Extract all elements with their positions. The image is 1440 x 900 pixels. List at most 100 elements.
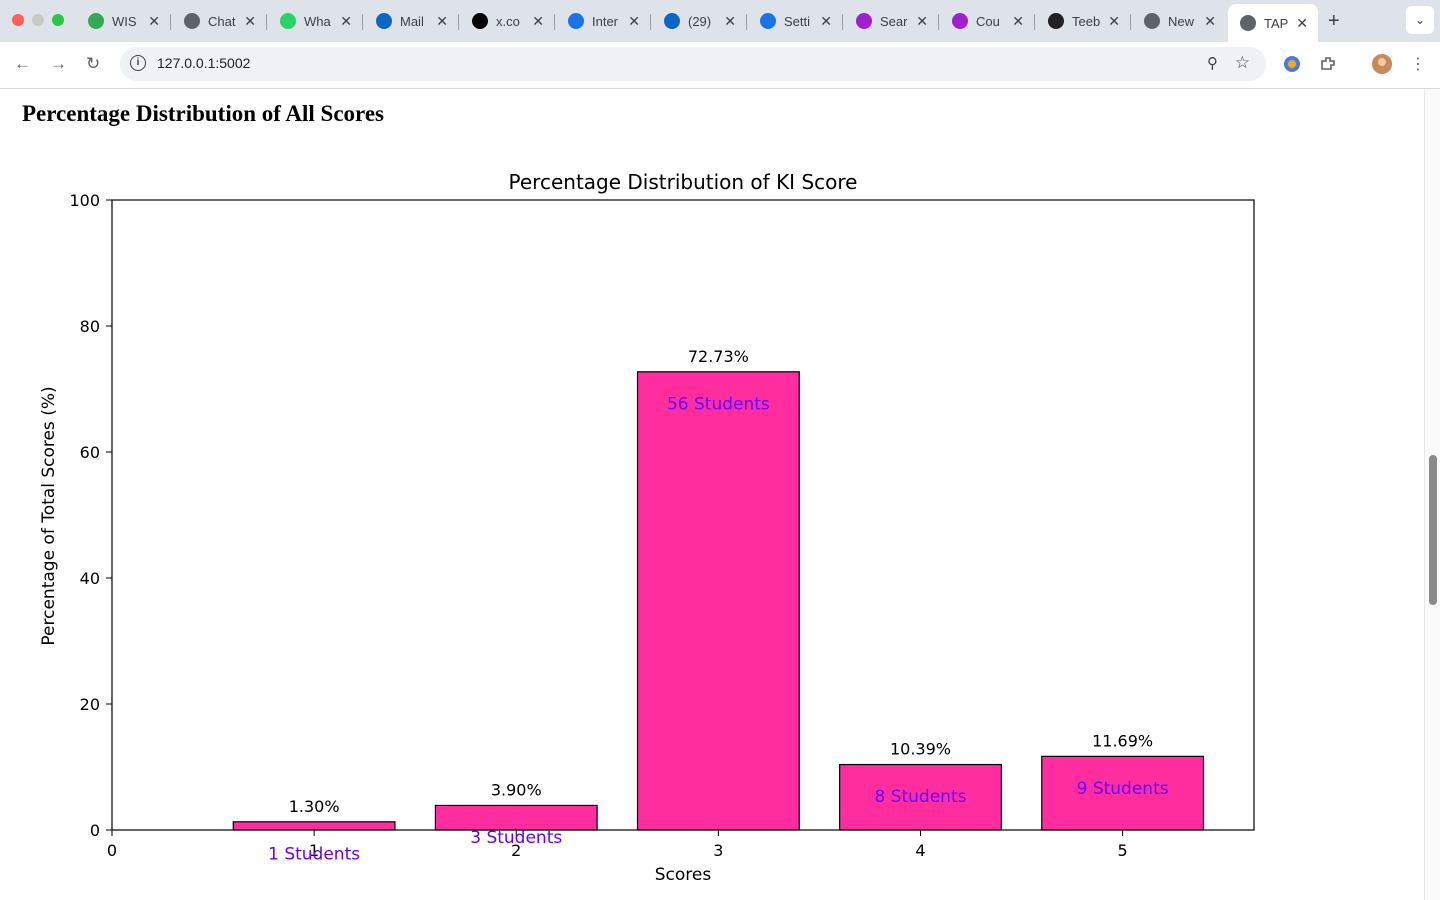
page-scrollbar[interactable] (1424, 89, 1440, 900)
tab-separator (554, 14, 555, 30)
scrollbar-thumb[interactable] (1429, 455, 1437, 605)
site-info-icon[interactable]: i (130, 55, 146, 71)
tab-title: Chat (208, 13, 236, 29)
maximize-window-button[interactable] (52, 14, 64, 26)
y-tick-label: 40 (80, 569, 100, 588)
profile-avatar-icon[interactable] (1372, 54, 1392, 74)
tab-separator (842, 14, 843, 30)
tab-separator (458, 14, 459, 30)
y-axis-label: Percentage of Total Scores (%) (39, 386, 59, 645)
globe-icon (1240, 15, 1256, 31)
y-tick-label: 60 (80, 443, 100, 462)
browser-tab[interactable]: Wha ✕ (268, 8, 362, 34)
browser-tab[interactable]: Chat ✕ (172, 8, 266, 34)
bar-percent-label: 10.39% (890, 740, 951, 759)
y-tick-label: 0 (90, 821, 100, 840)
wisdom-icon (88, 13, 104, 29)
url-text[interactable]: 127.0.0.1:5002 (157, 55, 251, 71)
close-tab-icon[interactable]: ✕ (820, 12, 832, 29)
page-content: Percentage Distribution of All Scores Pe… (0, 89, 1424, 900)
course-site-icon (952, 13, 968, 29)
y-tick-label: 80 (80, 317, 100, 336)
chart-title: Percentage Distribution of KI Score (509, 170, 858, 194)
browser-tab[interactable]: (29) ✕ (652, 8, 746, 34)
extensions-puzzle-icon[interactable] (1318, 54, 1338, 74)
tab-search-button[interactable]: ⌄ (1406, 6, 1434, 34)
browser-menu-icon[interactable]: ⋮ (1410, 56, 1426, 73)
outlook-icon (376, 13, 392, 29)
globe-icon (568, 13, 584, 29)
browser-tab[interactable]: TAP ✕ (1228, 4, 1318, 42)
x-axis-label: Scores (655, 865, 712, 885)
browser-tab[interactable]: Inter ✕ (556, 8, 650, 34)
tab-title: Inter (592, 13, 619, 29)
tab-title: Teeb (1072, 13, 1101, 29)
x-tick-label: 3 (713, 841, 723, 860)
search-site-icon (856, 13, 872, 29)
close-tab-icon[interactable]: ✕ (1108, 12, 1120, 29)
close-tab-icon[interactable]: ✕ (436, 12, 448, 29)
chart-bar (232, 821, 396, 831)
browser-tab[interactable]: Mail ✕ (364, 8, 458, 34)
tab-separator (650, 14, 651, 30)
minimize-window-button[interactable] (32, 14, 44, 26)
zoom-icon[interactable]: ⚲ (1207, 55, 1218, 72)
tab-separator (746, 14, 747, 30)
x-tick-label: 0 (107, 841, 117, 860)
page-title: Percentage Distribution of All Scores (22, 101, 384, 126)
linkedin-icon (664, 13, 680, 29)
chart-bar (636, 371, 800, 831)
browser-tab[interactable]: Cou ✕ (940, 8, 1034, 34)
x-icon (472, 13, 488, 29)
browser-tab[interactable]: WIS ✕ (76, 8, 170, 34)
forward-button[interactable]: → (50, 54, 67, 73)
tab-title: New (1168, 13, 1195, 29)
close-tab-icon[interactable]: ✕ (148, 12, 160, 29)
tab-title: Cou (976, 13, 1000, 29)
tab-separator (362, 14, 363, 30)
tab-title: TAP (1264, 15, 1289, 31)
bar-percent-label: 3.90% (491, 780, 542, 799)
reload-button[interactable]: ↻ (86, 54, 101, 73)
new-tab-button[interactable]: + (1328, 10, 1340, 32)
settings-gear-icon (760, 13, 776, 29)
bar-count-label: 1 Students (268, 844, 360, 864)
browser-tab[interactable]: Sear ✕ (844, 8, 938, 34)
tab-title: WIS (112, 13, 137, 29)
x-tick-label: 5 (1118, 841, 1128, 860)
bar-count-label: 56 Students (667, 394, 770, 414)
chatgpt-icon (184, 13, 200, 29)
browser-toolbar: ← → ↻ i 127.0.0.1:5002 ⚲ ☆ ⋮ (0, 42, 1440, 89)
close-tab-icon[interactable]: ✕ (916, 12, 928, 29)
tab-title: x.co (496, 13, 520, 29)
address-bar[interactable]: i 127.0.0.1:5002 ⚲ ☆ (120, 47, 1266, 81)
bookmark-star-icon[interactable]: ☆ (1234, 53, 1250, 72)
bar-percent-label: 11.69% (1092, 731, 1153, 750)
tab-title: Wha (304, 13, 331, 29)
extension-circle-icon[interactable] (1282, 54, 1302, 74)
close-tab-icon[interactable]: ✕ (532, 12, 544, 29)
close-tab-icon[interactable]: ✕ (628, 12, 640, 29)
whatsapp-icon (280, 13, 296, 29)
close-tab-icon[interactable]: ✕ (244, 12, 256, 29)
close-tab-icon[interactable]: ✕ (1296, 14, 1308, 31)
x-tick-label: 4 (915, 841, 925, 860)
close-tab-icon[interactable]: ✕ (1204, 12, 1216, 29)
bar-percent-label: 1.30% (289, 797, 340, 816)
browser-tab[interactable]: Teeb ✕ (1036, 8, 1130, 34)
browser-tab[interactable]: x.co ✕ (460, 8, 554, 34)
bar-count-label: 8 Students (874, 787, 966, 807)
back-button[interactable]: ← (14, 54, 31, 73)
tab-separator (266, 14, 267, 30)
x-tick-label: 2 (511, 841, 521, 860)
browser-tab[interactable]: Setti ✕ (748, 8, 842, 34)
tab-title: Setti (784, 13, 811, 29)
close-tab-icon[interactable]: ✕ (1012, 12, 1024, 29)
tab-separator (1034, 14, 1035, 30)
chart-bar (839, 763, 1002, 831)
close-window-button[interactable] (12, 14, 24, 26)
close-tab-icon[interactable]: ✕ (724, 12, 736, 29)
github-icon (1048, 13, 1064, 29)
browser-tab[interactable]: New ✕ (1132, 8, 1226, 34)
close-tab-icon[interactable]: ✕ (340, 12, 352, 29)
